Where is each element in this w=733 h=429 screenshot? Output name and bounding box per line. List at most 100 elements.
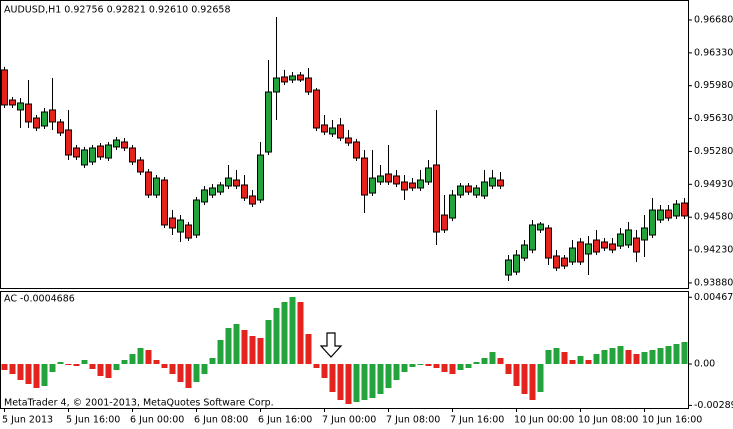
- ac-bar: [41, 364, 48, 386]
- candle-body: [89, 147, 96, 163]
- x-tick-label: 5 Jun 16:00: [66, 415, 120, 426]
- candle-body: [25, 103, 32, 123]
- candle-body: [145, 171, 152, 196]
- candle-body: [529, 224, 536, 251]
- candle-body: [153, 177, 160, 196]
- candle-body: [113, 139, 120, 148]
- ac-bar: [337, 364, 344, 400]
- candle-body: [409, 182, 416, 189]
- candle-body: [545, 227, 552, 259]
- ac-bar: [553, 348, 560, 364]
- candle-body: [313, 89, 320, 129]
- ac-bar: [681, 342, 688, 364]
- candle-body: [289, 75, 296, 81]
- ac-bar: [345, 364, 352, 404]
- ac-bar: [497, 358, 504, 364]
- candle-body: [433, 164, 440, 233]
- x-tick-label: 6 Jun 08:00: [194, 415, 248, 426]
- ac-bar: [241, 330, 248, 364]
- candle-body: [193, 199, 200, 236]
- x-tick-label: 10 Jun 08:00: [578, 415, 638, 426]
- candle-body: [625, 229, 632, 246]
- ac-bar: [329, 364, 336, 392]
- ac-bar: [505, 364, 512, 374]
- x-tick-label: 10 Jun 16:00: [642, 415, 702, 426]
- ac-bar: [169, 364, 176, 374]
- candle-body: [209, 187, 216, 196]
- ac-bar: [513, 364, 520, 386]
- candle-body: [601, 241, 608, 249]
- candle-body: [369, 177, 376, 194]
- candle-body: [329, 127, 336, 135]
- ac-bar: [609, 348, 616, 364]
- candle-body: [481, 181, 488, 197]
- candle-body: [489, 177, 496, 187]
- watermark: MetaTrader 4, © 2001-2013, MetaQuotes So…: [4, 398, 274, 409]
- ac-bar: [569, 360, 576, 364]
- ac-bar: [417, 364, 424, 365]
- marks: 0.96680 0.96330 0.95980 0.95630 0.95280 0.949…: [1, 14, 733, 426]
- x-tick-label: 6 Jun 16:00: [258, 415, 312, 426]
- ac-bar: [433, 364, 440, 368]
- indicator-panel: [0, 291, 689, 409]
- candle-body: [257, 154, 264, 201]
- ac-bar: [265, 320, 272, 364]
- ac-bar: [161, 364, 168, 368]
- ac-bar: [529, 364, 536, 400]
- ac-bar: [481, 358, 488, 364]
- ac-bar: [401, 364, 408, 372]
- ac-bar: [465, 364, 472, 368]
- candle-body: [185, 224, 192, 239]
- candle-body: [65, 129, 72, 156]
- candle-body: [345, 137, 352, 144]
- ac-bar: [89, 364, 96, 369]
- ac-bar: [217, 340, 224, 364]
- ac-bar: [425, 364, 432, 366]
- arrow-annotation: [319, 332, 343, 358]
- ac-bar: [113, 364, 120, 370]
- candle-body: [353, 141, 360, 159]
- candle-body: [201, 189, 208, 203]
- ac-bar: [57, 362, 64, 364]
- candle-body: [169, 217, 176, 229]
- candle-body: [537, 223, 544, 231]
- ac-bar: [153, 360, 160, 364]
- candle-body: [321, 124, 328, 133]
- ac-bar: [313, 364, 320, 368]
- ac-bar: [65, 364, 72, 365]
- candle-body: [473, 187, 480, 196]
- candle-body: [297, 74, 304, 81]
- x-tick-label: 7 Jun 00:00: [322, 415, 376, 426]
- ac-bar: [25, 364, 32, 384]
- ac-bar: [545, 350, 552, 364]
- ac-bar: [441, 364, 448, 372]
- ac-bar: [105, 364, 112, 378]
- ac-bar: [1, 364, 8, 370]
- ac-bar: [97, 364, 104, 376]
- candle-body: [401, 181, 408, 191]
- ac-bar: [369, 364, 376, 398]
- candle-body: [497, 179, 504, 187]
- candle-body: [217, 184, 224, 193]
- candle-body: [129, 147, 136, 163]
- x-tick-label: 6 Jun 00:00: [130, 415, 184, 426]
- ac-bar: [593, 354, 600, 364]
- candle-body: [665, 209, 672, 219]
- ac-bar: [409, 364, 416, 367]
- ac-bar: [649, 350, 656, 364]
- ac-bar: [577, 356, 584, 364]
- ac-bar: [585, 360, 592, 364]
- candle-body: [57, 121, 64, 134]
- candle-body: [377, 175, 384, 183]
- candle-body: [673, 203, 680, 217]
- candle-body: [265, 91, 272, 153]
- ac-bar: [177, 364, 184, 382]
- ac-bar: [145, 350, 152, 364]
- ac-bar: [665, 346, 672, 364]
- ac-bar: [657, 348, 664, 364]
- y-tick-label: 0.96680: [694, 14, 733, 25]
- candle-body: [1, 69, 8, 106]
- indicator-title: AC -0.0004686: [4, 294, 75, 305]
- candle-body: [249, 195, 256, 205]
- ac-bar: [185, 364, 192, 388]
